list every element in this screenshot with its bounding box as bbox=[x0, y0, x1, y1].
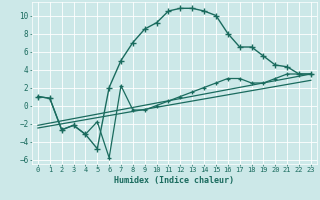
X-axis label: Humidex (Indice chaleur): Humidex (Indice chaleur) bbox=[115, 176, 234, 185]
